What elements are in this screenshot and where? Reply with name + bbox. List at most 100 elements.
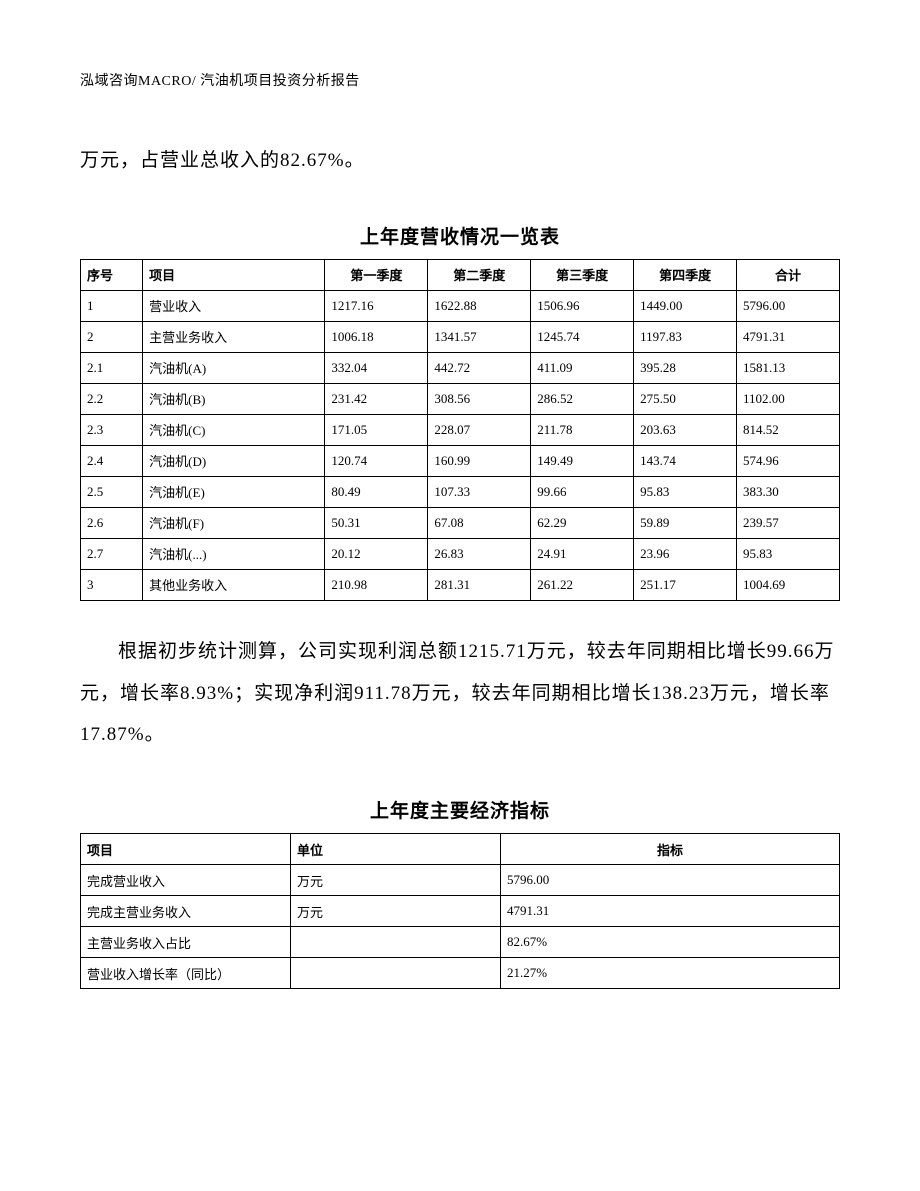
cell: 汽油机(D) bbox=[143, 445, 325, 476]
cell: 1006.18 bbox=[325, 321, 428, 352]
cell: 1622.88 bbox=[428, 290, 531, 321]
cell: 1004.69 bbox=[737, 569, 840, 600]
col-total: 合计 bbox=[737, 259, 840, 290]
cell: 203.63 bbox=[634, 414, 737, 445]
cell: 50.31 bbox=[325, 507, 428, 538]
table-row: 营业收入增长率（同比） 21.27% bbox=[81, 958, 840, 989]
cell: 1506.96 bbox=[531, 290, 634, 321]
cell: 2.6 bbox=[81, 507, 143, 538]
cell: 383.30 bbox=[737, 476, 840, 507]
cell: 99.66 bbox=[531, 476, 634, 507]
table-row: 2.4 汽油机(D) 120.74 160.99 149.49 143.74 5… bbox=[81, 445, 840, 476]
cell: 汽油机(E) bbox=[143, 476, 325, 507]
cell: 21.27% bbox=[501, 958, 840, 989]
table1-body: 1 营业收入 1217.16 1622.88 1506.96 1449.00 5… bbox=[81, 290, 840, 600]
cell: 完成营业收入 bbox=[81, 865, 291, 896]
col-q2: 第二季度 bbox=[428, 259, 531, 290]
table-row: 1 营业收入 1217.16 1622.88 1506.96 1449.00 5… bbox=[81, 290, 840, 321]
table-row: 2.1 汽油机(A) 332.04 442.72 411.09 395.28 1… bbox=[81, 352, 840, 383]
cell: 442.72 bbox=[428, 352, 531, 383]
cell: 59.89 bbox=[634, 507, 737, 538]
cell: 1 bbox=[81, 290, 143, 321]
cell: 完成主营业务收入 bbox=[81, 896, 291, 927]
table-row: 2.6 汽油机(F) 50.31 67.08 62.29 59.89 239.5… bbox=[81, 507, 840, 538]
cell: 汽油机(A) bbox=[143, 352, 325, 383]
indicators-table: 项目 单位 指标 完成营业收入 万元 5796.00 完成主营业务收入 万元 4… bbox=[80, 833, 840, 989]
cell: 汽油机(...) bbox=[143, 538, 325, 569]
cell: 332.04 bbox=[325, 352, 428, 383]
cell: 26.83 bbox=[428, 538, 531, 569]
cell: 4791.31 bbox=[501, 896, 840, 927]
cell: 228.07 bbox=[428, 414, 531, 445]
cell: 1341.57 bbox=[428, 321, 531, 352]
revenue-table: 序号 项目 第一季度 第二季度 第三季度 第四季度 合计 1 营业收入 1217… bbox=[80, 259, 840, 601]
col-q3: 第三季度 bbox=[531, 259, 634, 290]
cell: 62.29 bbox=[531, 507, 634, 538]
col-q1: 第一季度 bbox=[325, 259, 428, 290]
col-indicator: 指标 bbox=[501, 834, 840, 865]
cell: 107.33 bbox=[428, 476, 531, 507]
col-item: 项目 bbox=[81, 834, 291, 865]
page-header: 泓域咨询MACRO/ 汽油机项目投资分析报告 bbox=[80, 70, 840, 90]
paragraph-fragment-top: 万元，占营业总收入的82.67%。 bbox=[80, 140, 840, 182]
cell: 主营业务收入 bbox=[143, 321, 325, 352]
col-unit: 单位 bbox=[291, 834, 501, 865]
cell: 1449.00 bbox=[634, 290, 737, 321]
cell: 5796.00 bbox=[737, 290, 840, 321]
cell: 4791.31 bbox=[737, 321, 840, 352]
cell: 286.52 bbox=[531, 383, 634, 414]
table-row: 主营业务收入占比 82.67% bbox=[81, 927, 840, 958]
cell: 万元 bbox=[291, 896, 501, 927]
cell: 营业收入增长率（同比） bbox=[81, 958, 291, 989]
cell: 251.17 bbox=[634, 569, 737, 600]
cell: 2.1 bbox=[81, 352, 143, 383]
cell: 汽油机(F) bbox=[143, 507, 325, 538]
cell: 1217.16 bbox=[325, 290, 428, 321]
table2-body: 完成营业收入 万元 5796.00 完成主营业务收入 万元 4791.31 主营… bbox=[81, 865, 840, 989]
table-header-row: 序号 项目 第一季度 第二季度 第三季度 第四季度 合计 bbox=[81, 259, 840, 290]
table1-caption: 上年度营收情况一览表 bbox=[80, 222, 840, 249]
table-row: 2.3 汽油机(C) 171.05 228.07 211.78 203.63 8… bbox=[81, 414, 840, 445]
cell: 281.31 bbox=[428, 569, 531, 600]
cell: 210.98 bbox=[325, 569, 428, 600]
table-row: 2 主营业务收入 1006.18 1341.57 1245.74 1197.83… bbox=[81, 321, 840, 352]
cell: 95.83 bbox=[634, 476, 737, 507]
cell: 2.3 bbox=[81, 414, 143, 445]
cell: 160.99 bbox=[428, 445, 531, 476]
col-item: 项目 bbox=[143, 259, 325, 290]
table-header-row: 项目 单位 指标 bbox=[81, 834, 840, 865]
cell: 2.7 bbox=[81, 538, 143, 569]
cell: 1581.13 bbox=[737, 352, 840, 383]
cell: 2.2 bbox=[81, 383, 143, 414]
cell: 汽油机(C) bbox=[143, 414, 325, 445]
cell: 239.57 bbox=[737, 507, 840, 538]
table-row: 2.2 汽油机(B) 231.42 308.56 286.52 275.50 1… bbox=[81, 383, 840, 414]
cell: 营业收入 bbox=[143, 290, 325, 321]
cell: 574.96 bbox=[737, 445, 840, 476]
cell: 5796.00 bbox=[501, 865, 840, 896]
cell: 411.09 bbox=[531, 352, 634, 383]
cell: 211.78 bbox=[531, 414, 634, 445]
cell: 2 bbox=[81, 321, 143, 352]
cell: 其他业务收入 bbox=[143, 569, 325, 600]
cell: 1245.74 bbox=[531, 321, 634, 352]
cell: 814.52 bbox=[737, 414, 840, 445]
cell: 261.22 bbox=[531, 569, 634, 600]
col-seq: 序号 bbox=[81, 259, 143, 290]
cell: 308.56 bbox=[428, 383, 531, 414]
cell bbox=[291, 927, 501, 958]
cell: 231.42 bbox=[325, 383, 428, 414]
cell: 2.4 bbox=[81, 445, 143, 476]
table-row: 3 其他业务收入 210.98 281.31 261.22 251.17 100… bbox=[81, 569, 840, 600]
paragraph-profit: 根据初步统计测算，公司实现利润总额1215.71万元，较去年同期相比增长99.6… bbox=[80, 631, 840, 756]
document-page: 泓域咨询MACRO/ 汽油机项目投资分析报告 万元，占营业总收入的82.67%。… bbox=[0, 0, 920, 1191]
cell: 主营业务收入占比 bbox=[81, 927, 291, 958]
cell: 275.50 bbox=[634, 383, 737, 414]
cell: 120.74 bbox=[325, 445, 428, 476]
cell: 汽油机(B) bbox=[143, 383, 325, 414]
cell: 24.91 bbox=[531, 538, 634, 569]
cell: 80.49 bbox=[325, 476, 428, 507]
cell: 67.08 bbox=[428, 507, 531, 538]
cell: 1197.83 bbox=[634, 321, 737, 352]
cell: 395.28 bbox=[634, 352, 737, 383]
